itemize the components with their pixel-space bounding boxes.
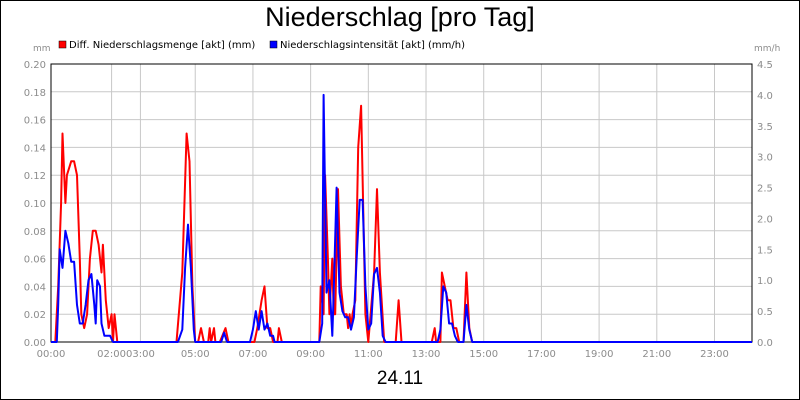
right-tick-label: 2.5 (757, 184, 773, 195)
x-tick-label: 13:00 (412, 349, 441, 360)
x-axis-ticks: 00:00 02:00 03:00 05:00 07:00 09:00 11:00 13:00… (37, 349, 729, 360)
series-line-menge (51, 104, 752, 343)
right-tick-label: 1.5 (757, 245, 773, 256)
x-tick-label: 05:00 (181, 349, 210, 360)
left-tick-label: 0.06 (24, 255, 46, 266)
x-tick-label: 07:00 (239, 349, 268, 360)
left-tick-label: 0.12 (24, 171, 46, 182)
right-tick-label: 2.0 (757, 214, 773, 225)
chart-title: Niederschlag [pro Tag] (265, 2, 535, 32)
x-tick-label: 03:00 (126, 349, 155, 360)
legend-swatch-intensitaet (269, 40, 278, 49)
left-tick-label: 0.20 (24, 60, 46, 71)
right-tick-label: 0.0 (757, 338, 773, 349)
right-axis-unit: mm/h (754, 44, 780, 54)
right-tick-label: 4.5 (757, 60, 773, 71)
x-tick-label: 11:00 (354, 349, 383, 360)
left-axis-unit: mm (33, 44, 51, 54)
left-tick-label: 0.00 (24, 338, 46, 349)
right-tick-label: 3.5 (757, 122, 773, 133)
left-tick-label: 0.16 (24, 116, 46, 127)
legend-label-menge: Diff. Niederschlagsmenge [akt] (mm) (69, 40, 255, 51)
right-tick-label: 1.0 (757, 276, 773, 287)
x-tick-label: 21:00 (642, 349, 671, 360)
left-tick-label: 0.02 (24, 310, 46, 321)
x-tick-label: 02:00 (97, 349, 126, 360)
legend-label-intensitaet: Niederschlagsintensität [akt] (mm/h) (280, 40, 465, 51)
left-tick-label: 0.10 (24, 199, 46, 210)
grid-lines (50, 63, 752, 343)
left-tick-label: 0.18 (24, 88, 46, 99)
x-tick-label: 17:00 (527, 349, 556, 360)
left-tick-label: 0.14 (24, 143, 46, 154)
right-axis-ticks: 0.0 0.5 1.0 1.5 2.0 2.5 3.0 3.5 4.0 4.5 (757, 60, 773, 349)
date-label: 24.11 (376, 368, 424, 389)
x-tick-label: 23:00 (700, 349, 729, 360)
left-axis-ticks: 0.00 0.02 0.04 0.06 0.08 0.10 0.12 0.14 0.16 0.18… (24, 60, 46, 349)
x-tick-label: 19:00 (585, 349, 614, 360)
series-line-intensitaet (51, 93, 752, 343)
series-lines (51, 93, 752, 343)
right-tick-label: 3.0 (757, 153, 773, 164)
left-tick-label: 0.04 (24, 282, 46, 293)
x-tick-label: 15:00 (469, 349, 498, 360)
x-tick-label: 00:00 (37, 349, 66, 360)
legend-swatch-menge (58, 40, 67, 49)
legend: Diff. Niederschlagsmenge [akt] (mm) Nied… (58, 40, 465, 51)
left-tick-label: 0.08 (24, 227, 46, 238)
right-tick-label: 0.5 (757, 307, 773, 318)
x-tick-label: 09:00 (296, 349, 325, 360)
right-tick-label: 4.0 (757, 91, 773, 102)
